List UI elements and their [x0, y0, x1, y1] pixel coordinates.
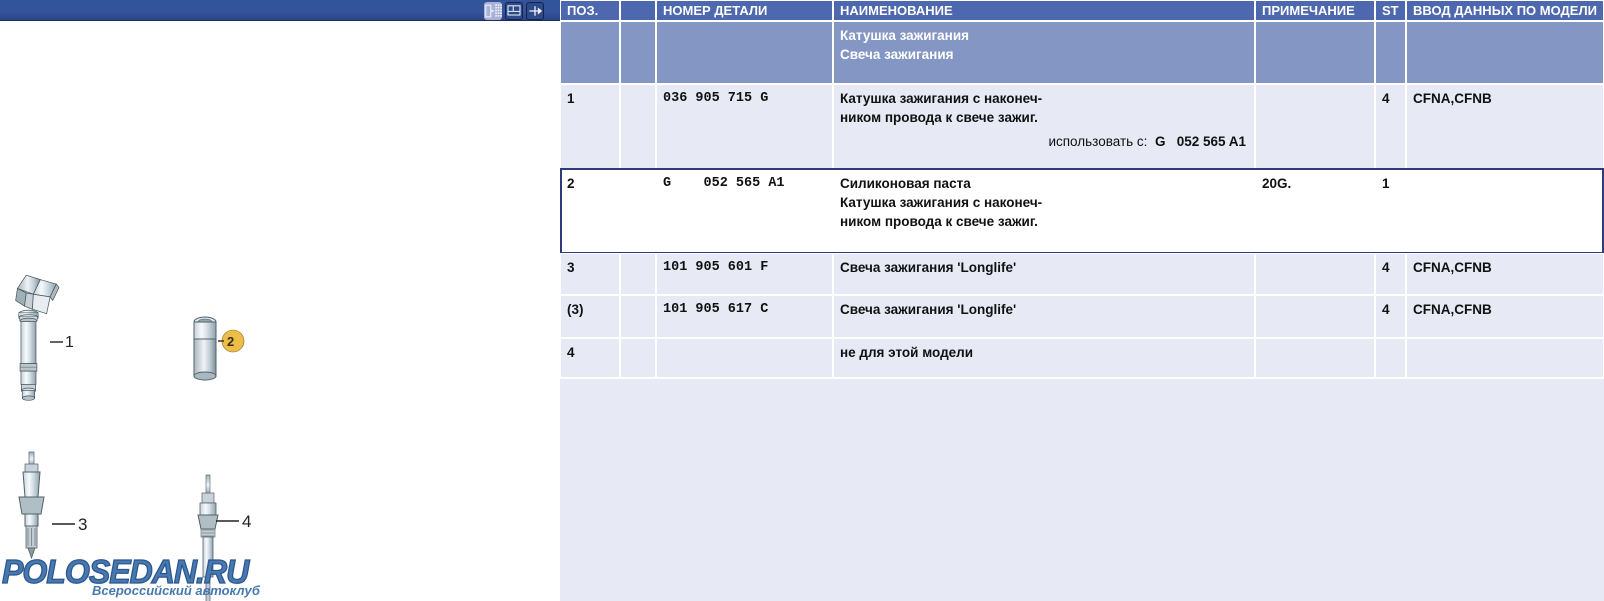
svg-text:2: 2: [227, 334, 234, 349]
svg-text:4: 4: [242, 512, 251, 531]
svg-text:1: 1: [65, 334, 74, 351]
svg-text:3: 3: [78, 515, 87, 534]
